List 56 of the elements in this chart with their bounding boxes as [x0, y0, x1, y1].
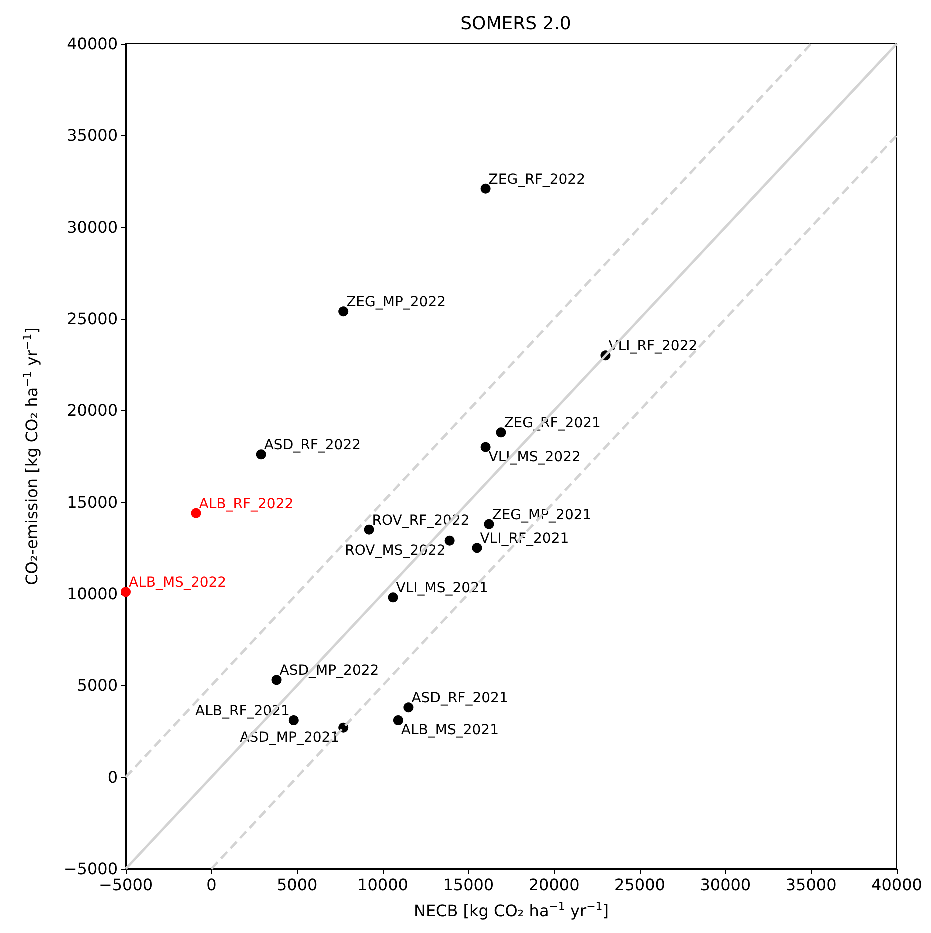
- point: [388, 592, 398, 603]
- point: [121, 587, 131, 598]
- series-label: ZEG_MP_2021: [492, 507, 592, 524]
- point: [288, 716, 299, 726]
- point: [496, 428, 506, 438]
- series-label: ASD_MP_2022: [280, 663, 380, 680]
- point: [256, 450, 266, 460]
- series-label: ASD_RF_2022: [264, 438, 362, 454]
- series-label: ALB_RF_2022: [199, 496, 294, 512]
- series-label: ZEG_RF_2022: [488, 172, 586, 188]
- y-tick-label: 40000: [67, 34, 118, 54]
- point: [444, 536, 455, 546]
- series-label: VLI_MS_2022: [488, 449, 581, 466]
- x-tick-label: 25000: [614, 876, 666, 894]
- series-label: VLI_RF_2022: [608, 338, 698, 355]
- y-tick-label: 0: [108, 768, 118, 787]
- y-tick-label: 35000: [67, 126, 118, 146]
- y-tick-label: 15000: [67, 492, 118, 512]
- chart-title: SOMERS 2.0: [460, 14, 572, 34]
- point: [338, 306, 349, 317]
- point: [191, 508, 202, 518]
- series-label: ASD_MP_2021: [240, 730, 340, 746]
- point: [484, 519, 494, 530]
- x-tick-label: 20000: [528, 876, 580, 894]
- y-tick-label: 25000: [67, 310, 118, 328]
- point: [364, 524, 374, 535]
- y-tick-label: 20000: [67, 401, 118, 420]
- series-label: ALB_MS_2021: [401, 722, 499, 738]
- x-tick-label: 35000: [786, 876, 837, 894]
- y-tick-label: −5000: [64, 860, 118, 878]
- series-label: ZEG_RF_2021: [504, 416, 601, 432]
- series-label: VLI_MS_2021: [396, 580, 488, 597]
- series-label: ROV_MS_2022: [345, 542, 446, 559]
- point: [480, 184, 491, 194]
- x-tick-label: 15000: [443, 876, 494, 894]
- point: [404, 702, 414, 713]
- series-label: ASD_RF_2021: [412, 690, 508, 707]
- x-tick-label: 40000: [872, 876, 922, 894]
- x-tick-label: −5000: [98, 876, 154, 894]
- y-tick-label: 30000: [67, 218, 118, 237]
- point: [472, 543, 482, 554]
- y-axis-title: CO₂-emission [kg CO₂ ha−1 yr−1]: [21, 328, 42, 586]
- series-label: VLI_RF_2021: [480, 531, 570, 548]
- series-label: ROV_RF_2022: [372, 512, 470, 529]
- point: [272, 675, 282, 686]
- y-tick-label: 10000: [67, 584, 118, 604]
- point: [393, 716, 404, 726]
- x-tick-label: 0: [206, 876, 217, 894]
- point: [480, 442, 491, 452]
- x-tick-label: 5000: [276, 876, 318, 894]
- x-tick-label: 30000: [700, 876, 752, 894]
- series-label: ALB_RF_2021: [196, 704, 290, 720]
- series-label: ZEG_MP_2022: [346, 294, 446, 311]
- x-tick-label: 10000: [358, 876, 408, 894]
- series-label: ALB_MS_2022: [129, 575, 227, 592]
- y-tick-label: 5000: [77, 676, 118, 696]
